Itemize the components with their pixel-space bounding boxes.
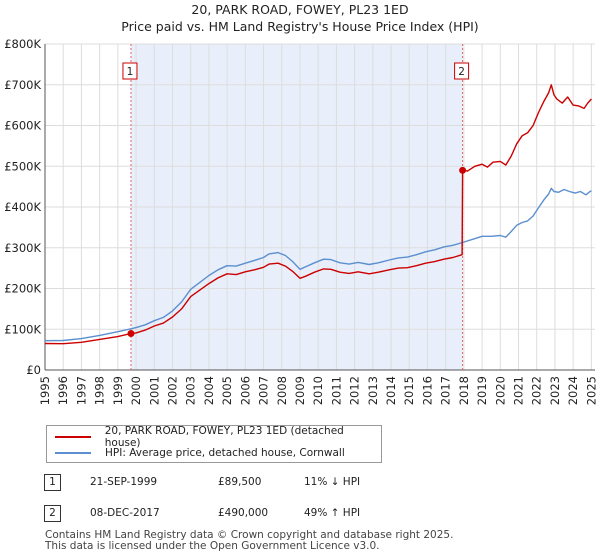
x-tick-label: 2004 — [202, 376, 216, 405]
legend: 20, PARK ROAD, FOWEY, PL23 1ED (detached… — [46, 425, 382, 463]
x-tick-label: 2022 — [530, 376, 544, 405]
y-tick-label: £800K — [4, 37, 41, 51]
y-tick-label: £100K — [4, 322, 41, 336]
sale-point — [127, 330, 135, 338]
sale-date: 21-SEP-1999 — [90, 476, 158, 488]
legend-item-hpi: HPI: Average price, detached house, Corn… — [55, 445, 345, 461]
sale-hpi-diff: 49% ↑ HPI — [304, 507, 361, 519]
sale-number-badge: 2 — [44, 505, 61, 522]
y-tick-label: £600K — [4, 119, 41, 133]
x-tick-label: 2018 — [457, 376, 471, 405]
x-tick-label: 2001 — [147, 376, 161, 405]
x-tick-label: 2011 — [329, 376, 343, 405]
sale-date: 08-DEC-2017 — [90, 507, 160, 519]
x-tick-label: 2003 — [184, 376, 198, 405]
legend-label-property: 20, PARK ROAD, FOWEY, PL23 1ED (detached… — [104, 425, 344, 449]
y-tick-label: £200K — [4, 282, 41, 296]
x-tick-label: 2008 — [275, 376, 289, 405]
chart-title: 20, PARK ROAD, FOWEY, PL23 1ED — [191, 2, 409, 17]
legend-label-hpi: HPI: Average price, detached house, Corn… — [105, 447, 345, 459]
sale-price: £89,500 — [218, 476, 262, 488]
x-tick-label: 1998 — [93, 376, 107, 405]
x-tick-label: 1997 — [74, 376, 88, 405]
sale-number-badge: 1 — [44, 474, 61, 491]
sale-marker-label: 2 — [458, 66, 465, 78]
hpi-line — [44, 187, 592, 342]
x-tick-label: 1999 — [111, 376, 125, 405]
y-tick-label: £500K — [4, 159, 41, 173]
x-tick-label: 2017 — [439, 376, 453, 405]
y-tick-label: £700K — [4, 78, 41, 92]
footer-licence: This data is licensed under the Open Gov… — [45, 540, 380, 552]
sale-hpi-diff: 11% ↓ HPI — [304, 476, 361, 488]
x-tick-label: 2019 — [475, 376, 489, 405]
legend-swatch-property — [55, 436, 91, 438]
x-tick-label: 2005 — [220, 376, 234, 405]
y-tick-label: £300K — [4, 241, 41, 255]
sale-price: £490,000 — [218, 507, 269, 519]
x-tick-label: 1996 — [56, 376, 70, 405]
legend-item-property: 20, PARK ROAD, FOWEY, PL23 1ED (detached… — [55, 425, 381, 449]
sale-row: 1 21-SEP-1999 £89,500 11% ↓ HPI — [44, 474, 584, 494]
sale-marker-box — [454, 62, 470, 80]
x-tick-label: 2012 — [348, 376, 362, 405]
x-tick-label: 2024 — [566, 376, 580, 405]
x-tick-label: 2021 — [512, 376, 526, 405]
x-tick-label: 2023 — [548, 376, 562, 405]
x-tick-label: 2010 — [311, 376, 325, 405]
x-tick-label: 2020 — [493, 376, 507, 405]
property-price-line — [44, 84, 592, 345]
footer-copyright: Contains HM Land Registry data © Crown c… — [45, 529, 454, 541]
sale-point — [459, 166, 467, 174]
x-tick-label: 2013 — [366, 376, 380, 405]
x-tick-label: 2007 — [257, 376, 271, 405]
x-tick-label: 2006 — [238, 376, 252, 405]
x-tick-label: 2014 — [384, 376, 398, 405]
x-tick-label: 2002 — [165, 376, 179, 405]
y-tick-label: £0 — [26, 363, 41, 377]
chart-subtitle: Price paid vs. HM Land Registry's House … — [121, 19, 479, 34]
sale-row: 2 08-DEC-2017 £490,000 49% ↑ HPI — [44, 505, 584, 525]
x-tick-label: 2009 — [293, 376, 307, 405]
price-chart: £0 £100K £200K £300K £400K £500K £600K £700K £80… — [4, 37, 598, 405]
y-tick-label: £400K — [4, 200, 41, 214]
sale-marker-box — [122, 62, 138, 80]
x-tick-label: 2025 — [584, 376, 598, 405]
legend-swatch-hpi — [55, 452, 91, 454]
x-tick-label: 1995 — [38, 376, 52, 405]
footer: Contains HM Land Registry data © Crown c… — [45, 530, 453, 552]
sale-marker-label: 1 — [127, 66, 134, 78]
x-tick-label: 2016 — [420, 376, 434, 405]
x-tick-label: 2000 — [129, 376, 143, 405]
x-tick-label: 2015 — [402, 376, 416, 405]
